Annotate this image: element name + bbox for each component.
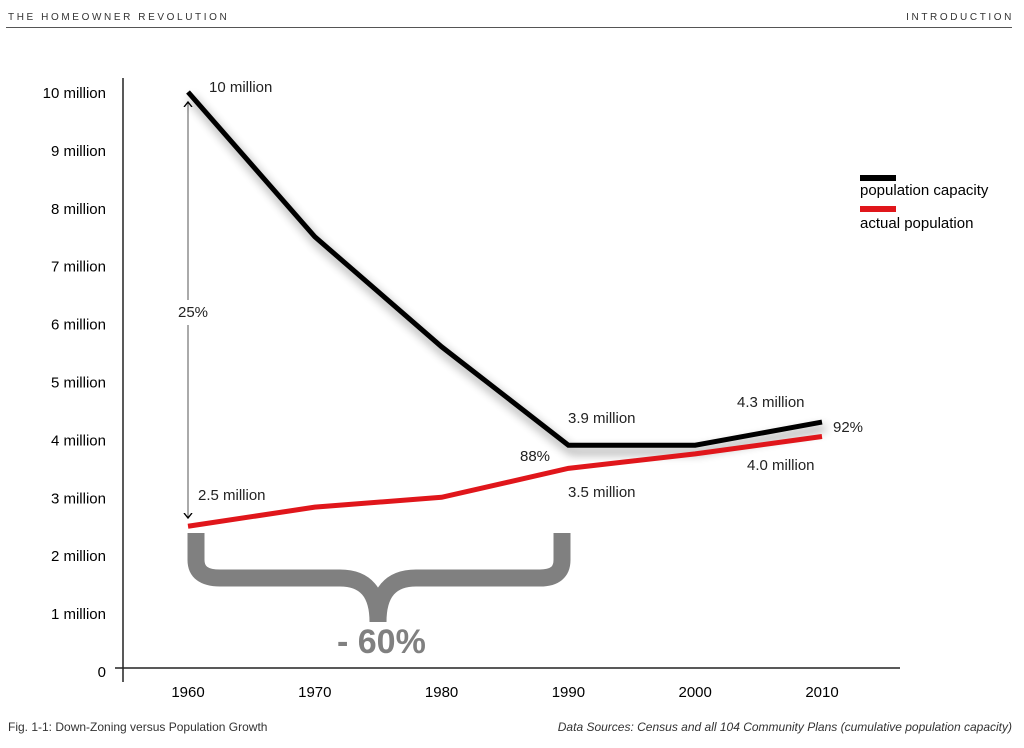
annotation-cap1960: 10 million — [209, 79, 272, 96]
x-tick-label: 1970 — [298, 684, 331, 701]
header-rule — [6, 27, 1012, 28]
x-tick-label: 1980 — [425, 684, 458, 701]
y-tick-label: 4 million — [51, 432, 106, 449]
header-book-title: THE HOMEOWNER REVOLUTION — [8, 12, 230, 23]
series-line-population-capacity — [186, 90, 823, 448]
y-tick-label: 5 million — [51, 375, 106, 392]
annotation-pct1960: 25% — [178, 304, 208, 321]
x-tick-label: 2010 — [805, 684, 838, 701]
header-section: INTRODUCTION — [906, 12, 1014, 23]
annotation-cap1990: 3.9 million — [568, 410, 636, 427]
y-tick-label: 8 million — [51, 201, 106, 218]
y-tick-label: 10 million — [43, 85, 106, 102]
y-tick-label: 2 million — [51, 548, 106, 565]
y-tick-label: 1 million — [51, 606, 106, 623]
data-sources: Data Sources: Census and all 104 Communi… — [557, 720, 1012, 734]
legend: population capacity actual population — [860, 175, 989, 232]
y-tick-label: 0 — [98, 664, 106, 681]
annotation-cap2010: 4.3 million — [737, 394, 805, 411]
annotation-pop1960: 2.5 million — [198, 487, 266, 504]
annotation-pop1990: 3.5 million — [568, 484, 636, 501]
x-tick-label: 1960 — [171, 684, 204, 701]
legend-label-capacity: population capacity — [860, 182, 989, 199]
y-tick-label: 9 million — [51, 143, 106, 160]
annotation-pct1990: 88% — [520, 448, 550, 465]
x-tick-label: 2000 — [679, 684, 712, 701]
annotation-pop2010: 4.0 million — [747, 457, 815, 474]
y-tick-label: 3 million — [51, 490, 106, 507]
series-line-actual-population — [187, 434, 823, 529]
y-tick-label: 7 million — [51, 259, 106, 276]
x-tick-label: 1990 — [552, 684, 585, 701]
brace-60pct — [187, 533, 571, 623]
legend-label-population: actual population — [860, 215, 973, 232]
figure-caption: Fig. 1-1: Down-Zoning versus Population … — [8, 720, 268, 734]
y-tick-label: 6 million — [51, 317, 106, 334]
annotation-brace: - 60% — [337, 623, 426, 661]
annotation-pct2010: 92% — [833, 419, 863, 436]
